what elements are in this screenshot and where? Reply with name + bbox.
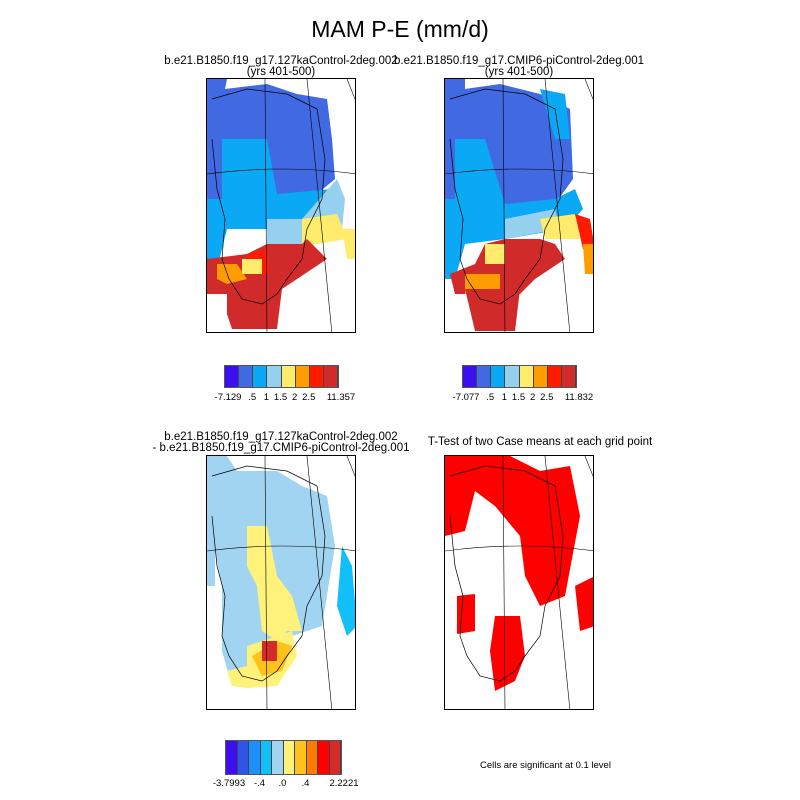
significance-note: Cells are significant at 0.1 level bbox=[480, 760, 611, 771]
map-panel-difference bbox=[206, 455, 356, 710]
colorbar-box bbox=[329, 741, 341, 774]
map-ttest-cells bbox=[445, 456, 593, 709]
colorbar-label: 11.832 bbox=[564, 392, 594, 403]
colorbar-label: 2.5 bbox=[302, 392, 316, 403]
colorbar-label: -7.129 bbox=[214, 392, 242, 403]
colorbar-label: 1.5 bbox=[511, 392, 526, 403]
colorbar-box bbox=[519, 366, 534, 387]
colorbar-127ka bbox=[224, 365, 339, 388]
colorbar-box bbox=[283, 741, 295, 774]
colorbar-box bbox=[260, 741, 272, 774]
colorbar-label: 2.5 bbox=[540, 392, 554, 403]
colorbar-label: 11.357 bbox=[326, 392, 356, 403]
colorbar-box bbox=[295, 741, 307, 774]
colorbar-box bbox=[561, 366, 576, 387]
figure-title: MAM P-E (mm/d) bbox=[311, 16, 489, 42]
colorbar-label: .5 bbox=[486, 392, 495, 403]
colorbar-label: 1 bbox=[263, 392, 270, 403]
panel1-title-line1: b.e21.B1850.f19_g17.127kaControl-2deg.00… bbox=[164, 55, 398, 67]
map-127ka-cells bbox=[207, 79, 355, 332]
panel4-title: T-Test of two Case means at each grid po… bbox=[427, 436, 653, 448]
colorbar-label: 1 bbox=[501, 392, 508, 403]
colorbar-box bbox=[267, 366, 282, 387]
colorbar-label: -.4 bbox=[253, 778, 266, 789]
colorbar-box bbox=[491, 366, 506, 387]
panel1-title: b.e21.B1850.f19_g17.127kaControl-2deg.00… bbox=[131, 55, 431, 78]
colorbar-label: 2.2221 bbox=[329, 778, 359, 789]
map-panel-piControl bbox=[444, 78, 594, 333]
colorbar-box bbox=[533, 366, 548, 387]
colorbar-box bbox=[225, 366, 240, 387]
colorbar-box bbox=[272, 741, 284, 774]
colorbar-label: 1.5 bbox=[273, 392, 288, 403]
colorbar-label: .5 bbox=[248, 392, 257, 403]
colorbar-box bbox=[547, 366, 562, 387]
panel3-title-line2: - b.e21.B1850.f19_g17.CMIP6-piControl-2d… bbox=[152, 442, 410, 454]
colorbar-box bbox=[463, 366, 478, 387]
colorbar-box bbox=[306, 741, 318, 774]
colorbar-box bbox=[318, 741, 330, 774]
panel2-title: b.e21.B1850.f19_g17.CMIP6-piControl-2deg… bbox=[369, 55, 669, 78]
colorbar-box bbox=[477, 366, 492, 387]
panel3-title: b.e21.B1850.f19_g17.127kaControl-2deg.00… bbox=[131, 431, 431, 454]
colorbar-box bbox=[505, 366, 520, 387]
colorbar-box bbox=[226, 741, 238, 774]
colorbar-box bbox=[281, 366, 296, 387]
panel2-title-line2: (yrs 401-500) bbox=[484, 66, 554, 78]
colorbar-box bbox=[237, 741, 249, 774]
panel2-title-line1: b.e21.B1850.f19_g17.CMIP6-piControl-2deg… bbox=[394, 55, 644, 67]
colorbar-box bbox=[249, 741, 261, 774]
colorbar-label: -7.077 bbox=[452, 392, 480, 403]
map-piControl-cells bbox=[445, 79, 593, 332]
colorbar-piControl bbox=[462, 365, 577, 388]
colorbar-box bbox=[253, 366, 268, 387]
panel1-title-line2: (yrs 401-500) bbox=[246, 66, 316, 78]
colorbar-box bbox=[323, 366, 338, 387]
panel3-title-line1: b.e21.B1850.f19_g17.127kaControl-2deg.00… bbox=[164, 431, 398, 443]
colorbar-label: 2 bbox=[291, 392, 298, 403]
colorbar-box bbox=[309, 366, 324, 387]
colorbar-label: .0 bbox=[278, 778, 287, 789]
colorbar-box bbox=[295, 366, 310, 387]
colorbar-label: .4 bbox=[301, 778, 310, 789]
map-panel-ttest bbox=[444, 455, 594, 710]
colorbar-difference bbox=[225, 740, 342, 775]
colorbar-label: -3.7993 bbox=[212, 778, 246, 789]
map-panel-127ka bbox=[206, 78, 356, 333]
colorbar-label: 2 bbox=[529, 392, 536, 403]
map-difference-cells bbox=[207, 456, 355, 709]
colorbar-box bbox=[239, 366, 254, 387]
